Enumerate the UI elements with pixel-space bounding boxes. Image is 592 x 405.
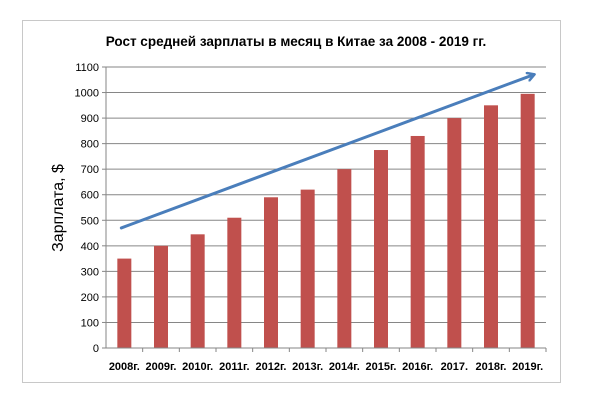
axes — [105, 67, 546, 349]
x-tick-label: 2011г. — [219, 361, 249, 373]
bar — [264, 197, 278, 348]
x-tick-label: 2019г. — [512, 361, 543, 373]
x-tick-label: 2008г. — [109, 361, 140, 373]
y-tick-label: 200 — [81, 292, 99, 304]
annotations — [119, 75, 533, 230]
y-tick-label: 1100 — [75, 62, 99, 74]
y-axis-ticks: 0 100 200 300 400 500 600 700 800 900 1000 1100 — [75, 62, 106, 355]
trend-arrow — [119, 75, 533, 230]
x-tick-label: 2009г. — [145, 361, 176, 373]
x-axis-ticks: 2008г. 2009г. 2010г. 2011г. 2012г. 2013г. 2014… — [109, 348, 547, 373]
y-tick-label: 400 — [81, 241, 99, 253]
y-tick-label: 0 — [93, 343, 99, 355]
bar — [117, 258, 132, 348]
y-tick-label: 700 — [81, 164, 99, 176]
y-tick-label: 500 — [81, 215, 99, 227]
x-tick-label: 2013г. — [292, 361, 323, 373]
bar — [300, 189, 315, 348]
bar — [447, 118, 462, 348]
bar — [154, 245, 168, 348]
bar — [410, 135, 425, 348]
y-tick-label: 600 — [81, 190, 99, 202]
y-tick-label: 300 — [81, 266, 99, 278]
y-axis-label: Зарплата, $ — [50, 164, 67, 252]
x-tick-label: 2015г. — [365, 361, 396, 373]
x-tick-label: 2018г. — [475, 361, 506, 373]
bar — [374, 150, 388, 348]
bar — [337, 169, 352, 348]
x-tick-label: 2017. — [441, 361, 469, 373]
gridlines — [106, 66, 546, 323]
chart-title: Рост средней зарплаты в месяц в Китае за… — [106, 34, 487, 49]
y-tick-label: 1000 — [75, 88, 99, 100]
x-tick-label: 2014г. — [329, 361, 360, 373]
bar — [190, 234, 205, 348]
y-tick-label: 800 — [81, 139, 99, 151]
y-tick-label: 900 — [81, 113, 99, 125]
x-tick-label: 2016г. — [402, 361, 433, 373]
x-tick-label: 2010г. — [182, 361, 213, 373]
bars — [117, 93, 535, 349]
x-tick-label: 2012г. — [255, 361, 286, 373]
y-tick-label: 100 — [81, 317, 99, 329]
bar — [484, 105, 498, 349]
bar — [520, 93, 535, 348]
bar — [227, 217, 242, 348]
